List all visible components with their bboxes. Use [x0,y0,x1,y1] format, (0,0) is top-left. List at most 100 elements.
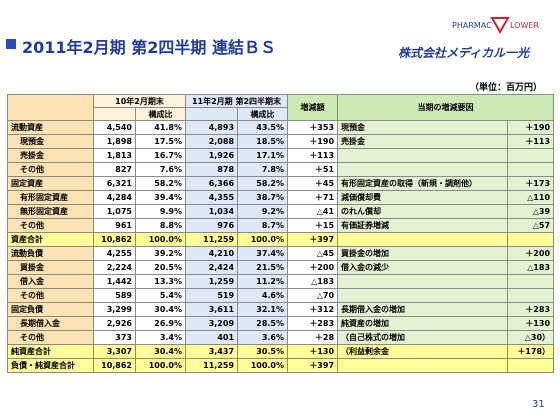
table-cell: ＋283 [287,316,339,331]
header-cell: 10年2月期末 [92,94,187,108]
table-cell [507,162,555,177]
table-row: 純資産合計 3,307 30.4% 3,437 30.5% ＋130 （利益剰余金 ＋178） [7,344,555,359]
table-cell: 373 [93,330,136,345]
table-cell: 2,926 [93,316,136,331]
table-cell: （利益剰余金 [337,344,509,359]
table-cell: 39.2% [134,246,187,261]
table-cell: ＋113 [507,134,555,149]
table-cell: 4,210 [185,246,239,261]
table-row: 固定負債 3,299 30.4% 3,611 32.1% ＋312 長期借入金の増加 ＋283 [7,302,555,317]
table-cell: 買掛金の増加 [337,246,509,261]
table-cell: 18.5% [237,134,289,149]
table-cell: 減価償却費 [337,190,509,205]
table-cell: 11,259 [185,358,239,373]
table-cell: （自己株式の増加 [337,330,509,345]
table-cell: 2,088 [185,134,239,149]
table-row: 負債・純資産合計 10,862 100.0% 11,259 100.0% ＋397 [7,358,555,373]
company-name: 株式会社メディカル一光 [398,46,530,60]
table-cell: ＋353 [287,120,339,135]
table-cell [337,232,509,247]
table-cell: 519 [185,288,239,303]
table-cell: 7.8% [237,162,289,177]
table-cell: ＋200 [507,246,555,261]
table-cell: ＋28 [287,330,339,345]
table-cell: 4,255 [93,246,136,261]
table-cell: 固定負債 [7,302,94,317]
table-cell: 4.6% [237,288,289,303]
page-number: 31 [532,399,545,410]
table-cell: 17.5% [134,134,187,149]
table-cell: 30.4% [134,344,187,359]
table-cell: 401 [185,330,239,345]
title-bullet [6,39,16,49]
table-cell: 58.2% [134,176,187,191]
table-cell: 100.0% [237,232,289,247]
table-cell: 現預金 [7,134,94,149]
table-cell: その他 [7,218,94,233]
logo-mark [490,17,510,35]
table-cell: △30） [507,330,555,345]
table-cell: ＋113 [287,148,339,163]
table-cell: その他 [7,288,94,303]
table-cell: 30.5% [237,344,289,359]
table-row: 固定資産 6,321 58.2% 6,366 58.2% ＋45 有形固定資産の取得（新規・… [7,176,555,191]
header-cell: 構成比 [134,107,187,121]
table-cell: 32.1% [237,302,289,317]
table-cell: △41 [287,204,339,219]
table-cell: 38.7% [237,190,289,205]
table-cell [337,288,509,303]
table-cell: 3,299 [93,302,136,317]
table-cell: 4,284 [93,190,136,205]
table-cell: 現預金 [337,120,509,135]
table-cell: 有形固定資産 [7,190,94,205]
table-cell: 30.4% [134,302,187,317]
table-row: 現預金 1,898 17.5% 2,088 18.5% ＋190 売掛金 ＋113 [7,134,555,149]
table-cell: 2,424 [185,260,239,275]
logo-text: LOWER [510,21,539,30]
table-cell: 16.7% [134,148,187,163]
table-cell: 11.2% [237,274,289,289]
table-cell: 10,862 [93,358,136,373]
table-row: 長期借入金 2,926 26.9% 3,209 28.5% ＋283 純資産の増加 ＋130 [7,316,555,331]
table-row: 流動負債 4,255 39.2% 4,210 37.4% △45 買掛金の増加 ＋200 [7,246,555,261]
table-cell: 売掛金 [337,134,509,149]
table-cell: 10,862 [93,232,136,247]
table-cell: 100.0% [237,358,289,373]
table-cell: △39 [507,204,555,219]
table-cell: ＋200 [287,260,339,275]
table-cell: 827 [93,162,136,177]
table-cell: その他 [7,162,94,177]
table-cell [507,148,555,163]
table-cell: ＋397 [287,358,339,373]
table-cell: 借入金 [7,274,94,289]
table-cell: 1,898 [93,134,136,149]
table-cell: △183 [507,260,555,275]
table-cell: 1,813 [93,148,136,163]
table-cell: 2,224 [93,260,136,275]
table-cell: 8.7% [237,218,289,233]
table-cell: △110 [507,190,555,205]
header-cell: 11年2月期 第2四半期末 [185,94,289,108]
table-cell: 1,075 [93,204,136,219]
table-cell: 有価証券増減 [337,218,509,233]
table-cell: 21.5% [237,260,289,275]
table-cell: ＋130 [507,316,555,331]
table-cell: 純資産の増加 [337,316,509,331]
table-cell [337,162,509,177]
table-cell: △57 [507,218,555,233]
table-cell: 878 [185,162,239,177]
table-cell: 3,209 [185,316,239,331]
table-cell: 流動資産 [7,120,94,135]
table-cell: 9.2% [237,204,289,219]
balance-table: 10年2月期末 11年2月期 第2四半期末 増減額 当期の増減要因 構成比 構成… [7,94,555,373]
table-cell: △45 [287,246,339,261]
table-row: 売掛金 1,813 16.7% 1,926 17.1% ＋113 [7,148,555,163]
table-cell: ＋190 [507,120,555,135]
header-cell: 増減額 [287,94,339,121]
table-cell: ＋397 [287,232,339,247]
table-cell: 資産合計 [7,232,94,247]
table-cell: ＋51 [287,162,339,177]
table-row: 借入金 1,442 13.3% 1,259 11.2% △183 [7,274,555,289]
table-cell: 有形固定資産の取得（新規・調剤他） [337,176,509,191]
